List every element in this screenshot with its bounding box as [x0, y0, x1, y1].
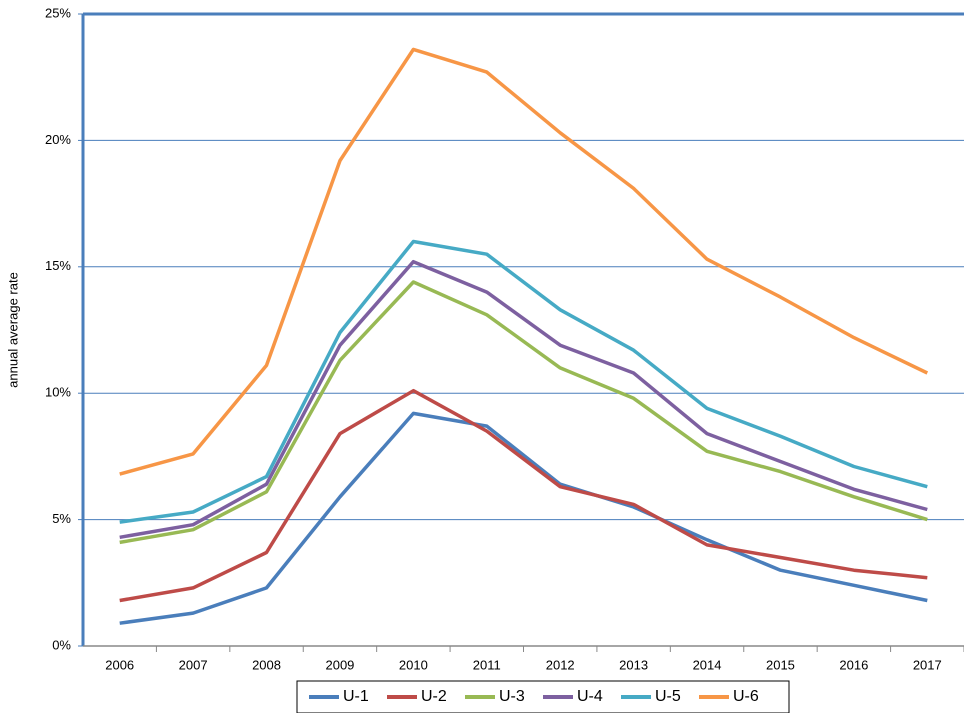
- x-tick-label: 2016: [839, 657, 868, 672]
- x-tick-label: 2009: [325, 657, 354, 672]
- y-tick-label: 10%: [45, 385, 71, 400]
- x-tick-label: 2015: [766, 657, 795, 672]
- series-line: [119, 259, 928, 540]
- y-tick-label: 25%: [45, 5, 71, 20]
- series-line: [119, 239, 928, 524]
- legend-label: U-4: [577, 688, 603, 705]
- y-axis-label: annual average rate: [5, 272, 20, 388]
- y-tick-label: 15%: [45, 258, 71, 273]
- x-tick-label: 2006: [105, 657, 134, 672]
- x-tick-label: 2010: [399, 657, 428, 672]
- series-line: [119, 280, 928, 545]
- series-line: [119, 47, 929, 476]
- x-tick-label: 2014: [693, 657, 722, 672]
- x-tick-label: 2011: [473, 657, 501, 672]
- series-line: [119, 411, 928, 625]
- x-tick-label: 2013: [619, 657, 648, 672]
- x-tick-label: 2008: [252, 657, 281, 672]
- legend-label: U-1: [343, 688, 369, 705]
- legend-label: U-6: [733, 688, 759, 705]
- y-tick-label: 20%: [45, 132, 71, 147]
- x-tick-label: 2017: [913, 657, 942, 672]
- series-line: [119, 388, 928, 603]
- legend-label: U-5: [655, 688, 681, 705]
- x-tick-label: 2012: [546, 657, 575, 672]
- y-tick-label: 5%: [52, 511, 71, 526]
- x-tick-label: 2007: [179, 657, 208, 672]
- y-tick-label: 0%: [52, 637, 71, 652]
- legend-label: U-3: [499, 688, 525, 705]
- legend-label: U-2: [421, 688, 447, 705]
